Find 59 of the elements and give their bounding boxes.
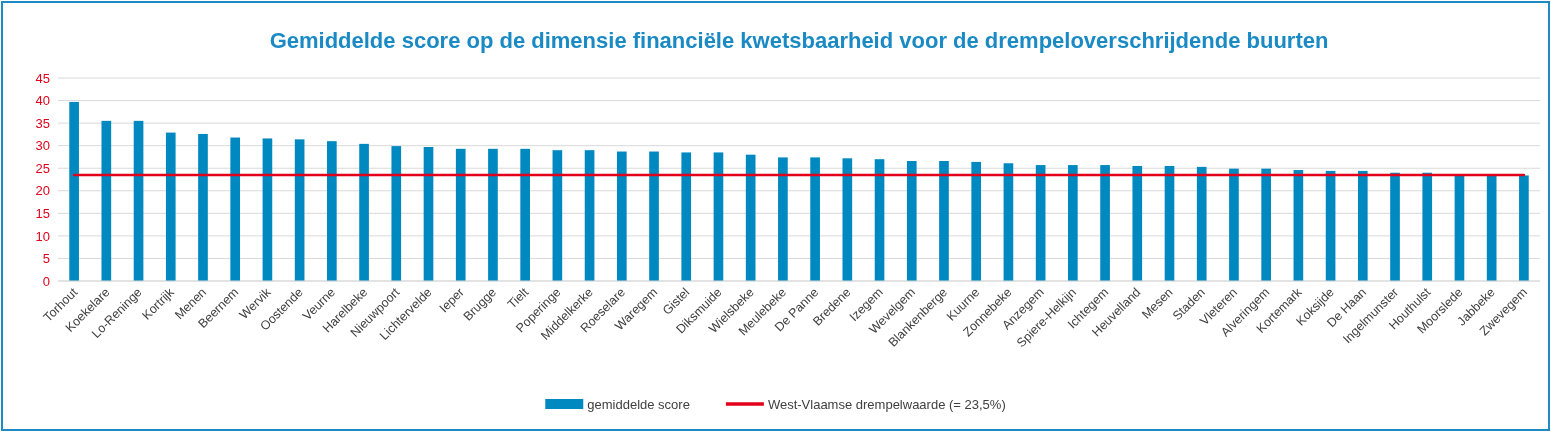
- bar: [874, 159, 885, 281]
- bar: [1068, 165, 1078, 281]
- bar: [939, 161, 949, 281]
- bar: [391, 146, 402, 281]
- bar: [1100, 165, 1110, 281]
- bar: [1390, 172, 1400, 281]
- chart-title: Gemiddelde score op de dimensie financiële kwetsbaarheid voor de drempeloverschrijdende buurten: [269, 28, 1329, 53]
- bar: [778, 157, 788, 281]
- bar: [294, 139, 305, 281]
- y-tick-label: 45: [35, 70, 50, 86]
- y-tick-label: 20: [35, 183, 50, 199]
- bar: [1003, 163, 1014, 281]
- bar: [1486, 175, 1497, 281]
- bar: [584, 150, 595, 281]
- bar: [1132, 165, 1143, 281]
- bar: [1422, 172, 1433, 281]
- bar: [842, 158, 853, 281]
- bar: [1261, 168, 1271, 281]
- bar: [1035, 165, 1046, 281]
- y-tick-label: 10: [35, 228, 50, 244]
- bar: [520, 148, 530, 281]
- bar: [713, 152, 724, 281]
- bar: [1519, 175, 1529, 281]
- bar: [230, 137, 241, 281]
- bar: [133, 120, 144, 281]
- bar: [810, 157, 820, 281]
- bar: [745, 154, 756, 281]
- bar: [101, 120, 112, 281]
- bar: [616, 151, 627, 281]
- bar: [1196, 166, 1207, 281]
- y-tick-label: 25: [35, 160, 50, 176]
- bar: [1357, 170, 1368, 281]
- bar: [1229, 168, 1239, 281]
- bar: [1164, 165, 1175, 281]
- bar: [649, 151, 659, 281]
- y-tick-label: 15: [35, 205, 50, 221]
- bar: [906, 161, 917, 281]
- bar: [423, 147, 434, 281]
- y-tick-label: 0: [42, 273, 50, 289]
- bar: [1454, 175, 1465, 281]
- bar: [327, 141, 337, 281]
- bar: [488, 148, 498, 281]
- bar: [1293, 170, 1304, 281]
- bar: [262, 138, 273, 281]
- y-tick-label: 30: [35, 138, 50, 154]
- bar: [165, 132, 176, 281]
- bar: [455, 148, 466, 281]
- y-tick-label: 35: [35, 115, 50, 131]
- bar: [681, 152, 692, 281]
- y-tick-label: 40: [35, 93, 50, 109]
- bar: [69, 101, 79, 281]
- bar: [1325, 170, 1336, 281]
- bar: [359, 143, 369, 281]
- legend-label: West-Vlaamse drempelwaarde (= 23,5%): [767, 397, 1006, 412]
- bar: [552, 150, 563, 281]
- bar: [971, 161, 982, 281]
- bar: [198, 133, 208, 281]
- y-tick-label: 5: [42, 251, 50, 267]
- legend-label: gemiddelde score: [587, 397, 690, 412]
